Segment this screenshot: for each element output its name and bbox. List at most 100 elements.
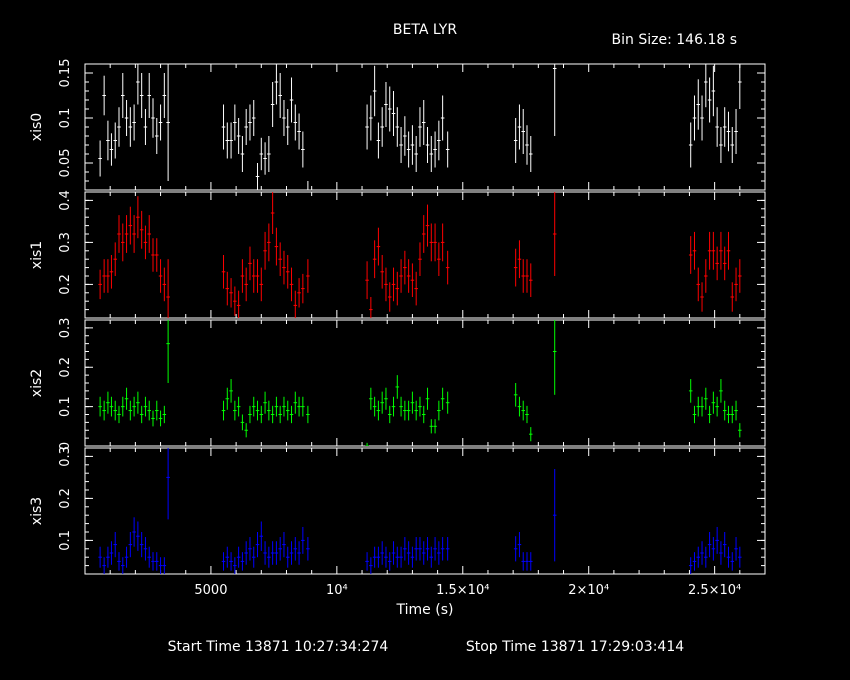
data-point <box>248 537 252 561</box>
data-point <box>704 546 708 568</box>
data-point <box>162 557 167 574</box>
data-point <box>274 227 279 266</box>
y-tick-label: 0.1 <box>58 396 73 417</box>
data-point <box>117 552 121 571</box>
data-point <box>263 142 267 175</box>
data-point <box>244 423 248 438</box>
data-point <box>403 537 407 561</box>
data-point <box>552 64 557 136</box>
data-point <box>113 532 117 558</box>
data-point <box>128 206 133 245</box>
data-point <box>414 136 418 172</box>
data-point <box>521 400 525 421</box>
data-point <box>437 400 441 421</box>
data-point <box>98 140 102 177</box>
data-point <box>139 405 144 424</box>
data-point <box>369 387 373 410</box>
data-point <box>406 259 411 293</box>
data-point <box>369 95 373 141</box>
data-point <box>244 109 248 145</box>
data-point <box>372 65 377 117</box>
data-point <box>552 320 557 395</box>
y-tick-label: 0.3 <box>58 232 73 253</box>
data-point <box>136 521 140 551</box>
series-xis3 <box>98 448 742 574</box>
data-point <box>696 396 701 417</box>
panel-label-xis1: xis1 <box>29 241 45 269</box>
data-point <box>715 246 719 281</box>
panel-xis0: 0.05 0.1 0.15 xis0 <box>29 59 766 191</box>
data-point <box>263 231 267 270</box>
data-point <box>248 104 252 141</box>
data-point <box>517 240 522 279</box>
data-point <box>700 541 704 565</box>
data-point <box>113 122 117 159</box>
data-point <box>251 546 256 568</box>
data-point <box>521 259 525 293</box>
data-point <box>410 391 415 414</box>
y-tick-label: 0 <box>58 442 73 450</box>
data-point <box>719 231 723 270</box>
data-point <box>162 267 167 302</box>
data-point <box>429 223 434 262</box>
data-point <box>282 100 286 136</box>
data-point <box>147 215 151 253</box>
data-point <box>726 111 731 152</box>
data-point <box>225 387 230 410</box>
data-point <box>251 259 256 293</box>
data-point <box>289 541 294 565</box>
data-point <box>233 104 237 141</box>
data-point <box>437 242 441 276</box>
data-point <box>421 215 426 253</box>
data-point <box>440 387 445 410</box>
data-point <box>282 250 286 285</box>
chart-title: BETA LYR <box>393 22 457 38</box>
data-point <box>738 546 742 568</box>
data-point <box>278 73 282 118</box>
data-point <box>301 273 305 304</box>
data-point <box>707 231 712 270</box>
data-point <box>688 557 693 574</box>
data-point <box>102 75 106 116</box>
data-point <box>425 127 430 163</box>
data-point <box>240 552 245 571</box>
data-point <box>722 246 727 281</box>
data-point <box>221 400 226 421</box>
data-point <box>132 104 136 141</box>
data-point <box>289 267 294 302</box>
y-tick-label: 0.4 <box>58 190 73 211</box>
data-point <box>143 225 148 260</box>
x-axis-label: Time (s) <box>396 602 454 618</box>
data-point <box>406 131 411 168</box>
data-point <box>726 231 731 270</box>
data-point <box>715 526 719 554</box>
data-point <box>391 267 396 302</box>
data-point <box>270 405 275 424</box>
data-point <box>113 400 117 421</box>
data-point <box>529 263 533 297</box>
panels: 0.05 0.1 0.15 xis0 0.2 0.3 0.4 xis1 0 0.1 0.2 0.3 xi… <box>29 59 766 575</box>
data-point <box>552 192 557 276</box>
data-point <box>738 64 742 109</box>
data-point <box>688 236 693 274</box>
data-point <box>259 137 264 171</box>
data-point <box>229 278 233 308</box>
data-point <box>259 521 264 551</box>
data-point <box>421 405 426 424</box>
data-point <box>425 537 430 561</box>
data-point <box>297 113 301 150</box>
series-xis1 <box>98 192 742 318</box>
data-point <box>155 118 159 154</box>
start-time-label: Start Time 13871 10:27:34:274 <box>168 639 389 655</box>
data-point <box>711 537 716 561</box>
data-point <box>113 242 117 276</box>
data-point <box>395 546 400 568</box>
data-point <box>376 227 381 266</box>
data-point <box>143 537 148 561</box>
data-point <box>387 405 392 424</box>
data-point <box>513 536 518 562</box>
data-point <box>418 537 422 561</box>
x-tick-label: 2×10⁴ <box>568 583 609 598</box>
data-point <box>251 100 256 136</box>
data-point <box>410 546 415 568</box>
